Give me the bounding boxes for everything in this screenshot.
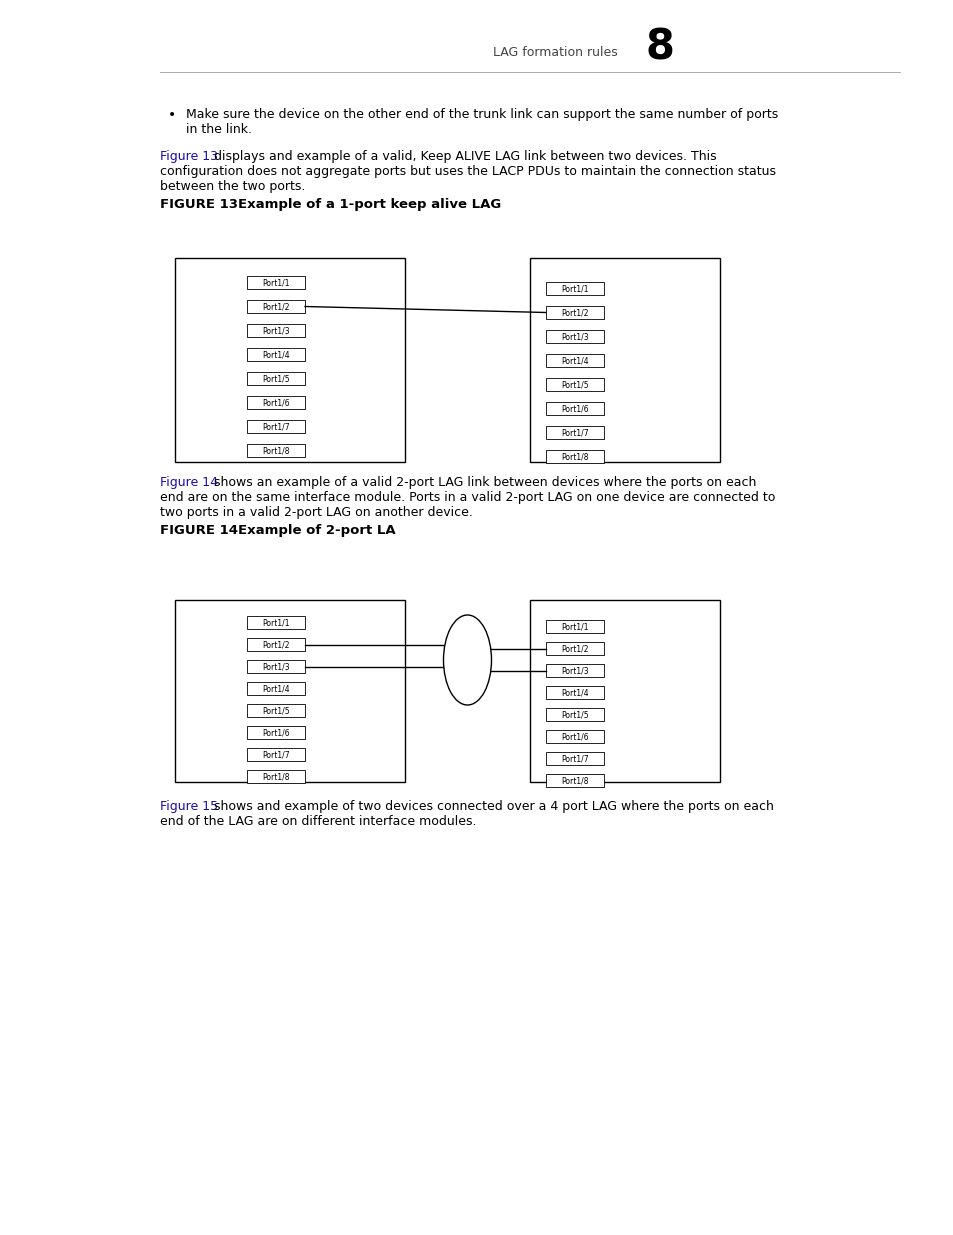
Text: configuration does not aggregate ports but uses the LACP PDUs to maintain the co: configuration does not aggregate ports b… [160, 165, 775, 178]
Text: Port1/1: Port1/1 [560, 622, 588, 631]
Bar [247, 704, 305, 718]
Bar [530, 600, 720, 782]
Ellipse shape [443, 615, 491, 705]
Text: Port1/2: Port1/2 [262, 303, 290, 311]
Bar [247, 769, 305, 783]
Bar [247, 372, 305, 385]
Text: Port1/4: Port1/4 [560, 688, 588, 697]
Text: Port1/5: Port1/5 [560, 710, 588, 719]
Bar [545, 685, 603, 699]
Bar [545, 664, 603, 677]
Text: Example of 2-port LA: Example of 2-port LA [237, 524, 395, 537]
Text: Port1/2: Port1/2 [560, 308, 588, 317]
Bar [545, 708, 603, 721]
Bar [174, 258, 405, 462]
Bar [545, 330, 603, 343]
Text: end of the LAG are on different interface modules.: end of the LAG are on different interfac… [160, 815, 476, 827]
Bar [247, 396, 305, 409]
Bar [247, 616, 305, 629]
Text: Make sure the device on the other end of the trunk link can support the same num: Make sure the device on the other end of… [186, 107, 778, 121]
Bar [545, 403, 603, 415]
Text: Port1/4: Port1/4 [262, 350, 290, 359]
Text: Port1/3: Port1/3 [262, 326, 290, 335]
Text: FIGURE 14: FIGURE 14 [160, 524, 237, 537]
Text: Port1/2: Port1/2 [262, 640, 290, 650]
Text: Port1/8: Port1/8 [560, 776, 588, 785]
Text: Port1/6: Port1/6 [560, 732, 588, 741]
Text: Port1/8: Port1/8 [560, 452, 588, 461]
Bar [247, 445, 305, 457]
Bar [545, 378, 603, 391]
Bar [247, 682, 305, 695]
Bar [545, 752, 603, 764]
Text: shows an example of a valid 2-port LAG link between devices where the ports on e: shows an example of a valid 2-port LAG l… [210, 475, 756, 489]
Text: Port1/4: Port1/4 [560, 356, 588, 366]
Text: Port1/6: Port1/6 [262, 727, 290, 737]
Bar [247, 726, 305, 739]
Text: •: • [168, 107, 176, 122]
Text: 8: 8 [645, 27, 674, 69]
Bar [545, 774, 603, 787]
Text: Port1/1: Port1/1 [262, 618, 290, 627]
Text: Port1/7: Port1/7 [262, 750, 290, 760]
Bar [174, 600, 405, 782]
Text: FIGURE 13: FIGURE 13 [160, 198, 237, 211]
Bar [545, 354, 603, 367]
Bar [545, 642, 603, 655]
Text: Port1/3: Port1/3 [262, 662, 290, 671]
Bar [247, 638, 305, 651]
Bar [545, 730, 603, 743]
Bar [545, 450, 603, 463]
Bar [247, 659, 305, 673]
Text: end are on the same interface module. Ports in a valid 2-port LAG on one device : end are on the same interface module. Po… [160, 492, 775, 504]
Bar [247, 420, 305, 433]
Bar [545, 620, 603, 634]
Text: two ports in a valid 2-port LAG on another device.: two ports in a valid 2-port LAG on anoth… [160, 506, 473, 519]
Bar [530, 258, 720, 462]
Text: displays and example of a valid, Keep ALIVE LAG link between two devices. This: displays and example of a valid, Keep AL… [210, 149, 716, 163]
Text: Port1/7: Port1/7 [560, 755, 588, 763]
Bar [247, 748, 305, 761]
Bar [545, 426, 603, 438]
Text: Port1/5: Port1/5 [262, 706, 290, 715]
Text: Figure 15: Figure 15 [160, 800, 218, 813]
Text: Port1/7: Port1/7 [560, 429, 588, 437]
Text: Port1/5: Port1/5 [560, 380, 588, 389]
Text: between the two ports.: between the two ports. [160, 180, 305, 193]
Text: in the link.: in the link. [186, 124, 252, 136]
Text: Port1/6: Port1/6 [262, 398, 290, 408]
Text: Port1/2: Port1/2 [560, 643, 588, 653]
Text: Port1/8: Port1/8 [262, 446, 290, 454]
Bar [247, 275, 305, 289]
Text: Port1/6: Port1/6 [560, 404, 588, 412]
Text: Port1/4: Port1/4 [262, 684, 290, 693]
Bar [247, 348, 305, 361]
Text: shows and example of two devices connected over a 4 port LAG where the ports on : shows and example of two devices connect… [210, 800, 773, 813]
Text: Port1/1: Port1/1 [262, 278, 290, 287]
Bar [545, 282, 603, 295]
Text: Port1/3: Port1/3 [560, 332, 588, 341]
Bar [247, 324, 305, 337]
Text: Example of a 1-port keep alive LAG: Example of a 1-port keep alive LAG [237, 198, 500, 211]
Text: LAG formation rules: LAG formation rules [493, 46, 618, 58]
Text: Port1/8: Port1/8 [262, 772, 290, 781]
Text: Port1/5: Port1/5 [262, 374, 290, 383]
Text: Port1/7: Port1/7 [262, 422, 290, 431]
Text: Figure 14: Figure 14 [160, 475, 218, 489]
Text: Port1/1: Port1/1 [560, 284, 588, 293]
Text: Figure 13: Figure 13 [160, 149, 218, 163]
Bar [247, 300, 305, 312]
Text: Port1/3: Port1/3 [560, 666, 588, 676]
Bar [545, 306, 603, 319]
